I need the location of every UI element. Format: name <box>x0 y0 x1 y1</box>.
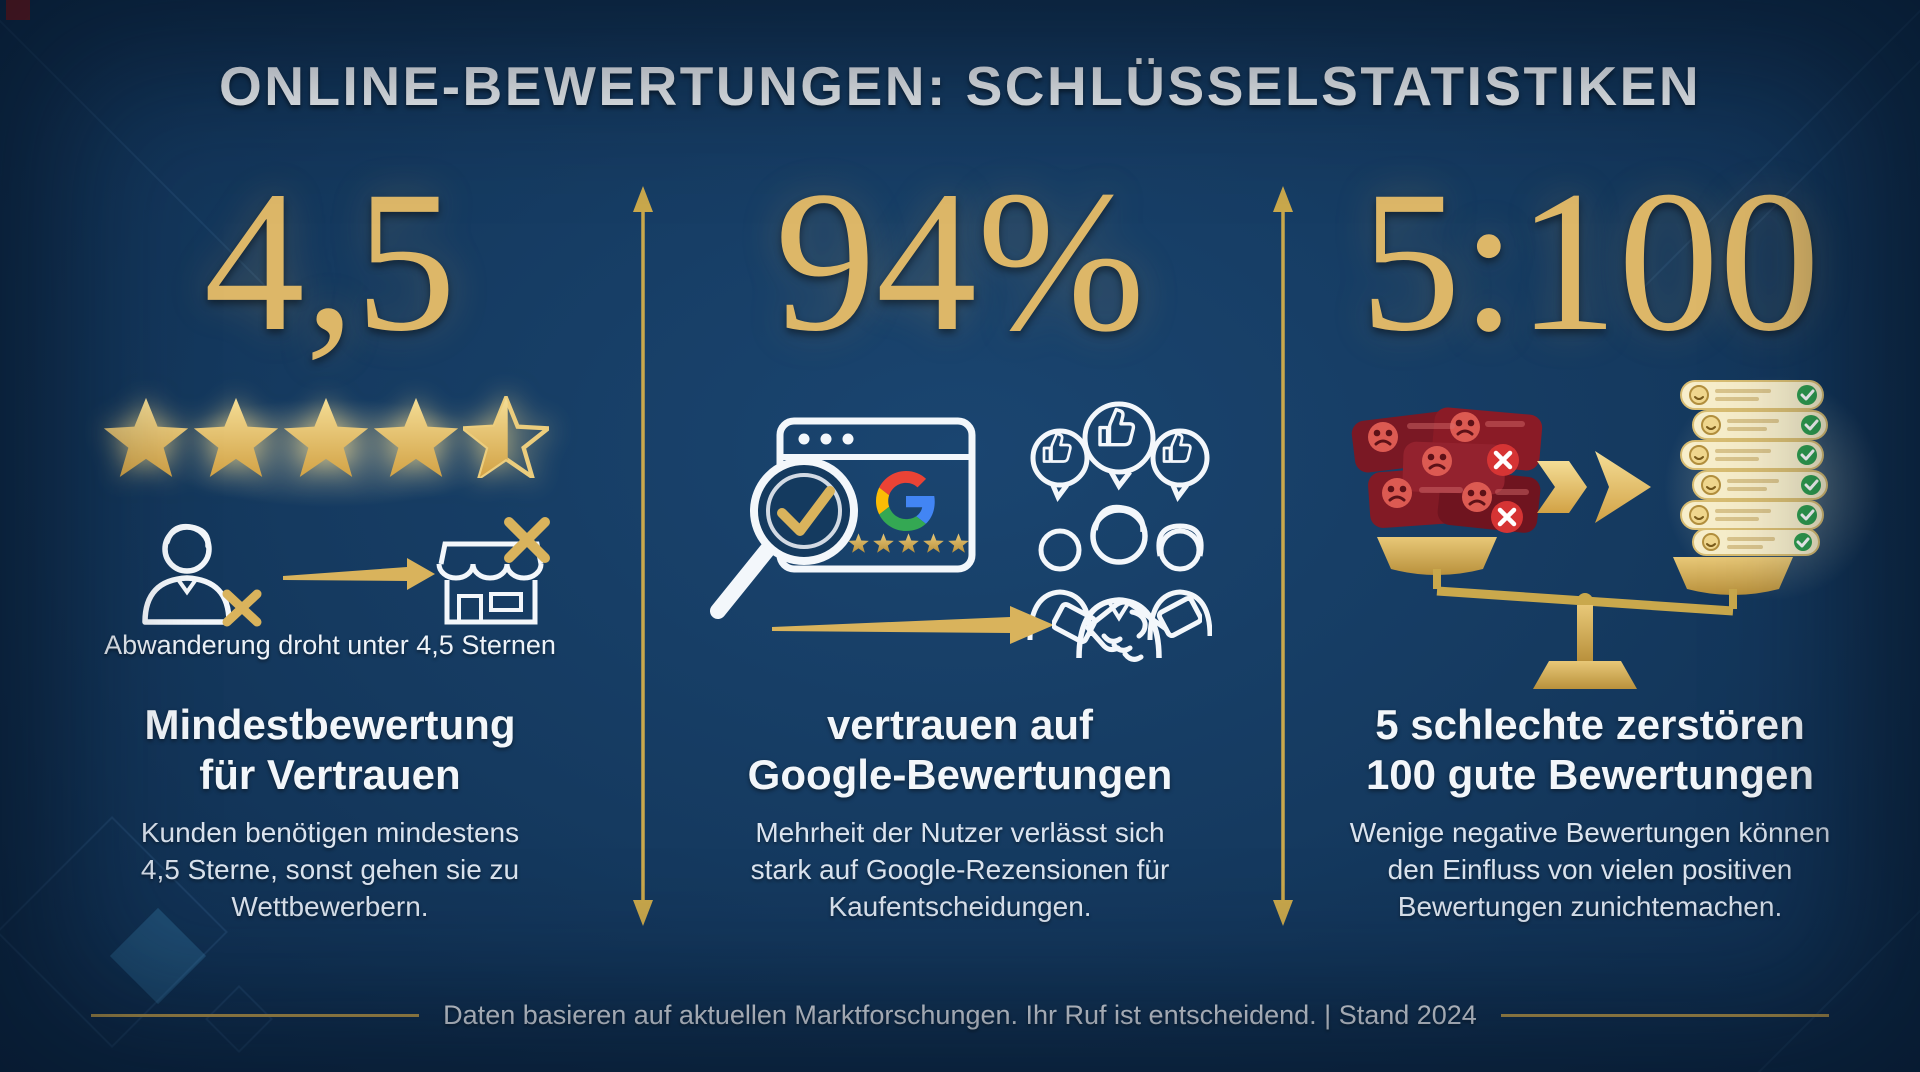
stat-value-rating: 4,5 <box>203 149 457 373</box>
review-balance-illustration <box>1351 380 1828 689</box>
corner-accent-red <box>6 0 30 20</box>
column1-body: Kunden benötigen mindestens 4,5 Sterne, … <box>140 817 520 922</box>
person-icon <box>142 523 232 625</box>
footer-rule-left <box>91 1014 420 1017</box>
column3-heading: 5 schlechte zerstören 100 gute Bewertung… <box>1365 701 1815 798</box>
footer: Daten basieren auf aktuellen Marktforsch… <box>0 1000 1920 1031</box>
check-badge-icon <box>1794 385 1821 551</box>
handshake-icon <box>1052 595 1202 662</box>
magnifier-check-icon <box>710 457 858 619</box>
star-icon <box>193 397 279 477</box>
separator-arrow-right <box>1273 186 1293 926</box>
separator-arrow-left <box>633 186 653 926</box>
thumb-bubble-icon <box>1150 428 1210 502</box>
column1-caption: Abwanderung droht unter 4,5 Sternen <box>104 630 556 660</box>
store-icon <box>436 517 550 625</box>
column-min-rating: 4,5 Mindestbewertung für Vertrauen Kunde… <box>30 0 630 1072</box>
column2-body: Mehrheit der Nutzer verlässt sich stark … <box>750 817 1170 922</box>
column3-body: Wenige negative Bewertungen können den E… <box>1349 817 1831 922</box>
customer-churn-illustration <box>142 517 550 627</box>
balance-scale-icon <box>1377 537 1793 689</box>
smiley-icon <box>1689 385 1721 551</box>
column-google-trust: 94% vertrauen auf Google-Bewertungen Meh… <box>660 0 1260 1072</box>
stat-value-ratio: 5:100 <box>1359 149 1821 373</box>
thumb-bubble-icon <box>1082 401 1156 491</box>
negative-review-bubbles-icon <box>1351 407 1543 533</box>
arrow-right-icon <box>772 606 1054 644</box>
column-bad-vs-good: 5:100 5 schlechte zerstören 100 gute Bew… <box>1285 0 1895 1072</box>
star-rating <box>103 396 549 478</box>
positive-review-bubbles-icon <box>1680 380 1828 556</box>
person-icon <box>1076 504 1162 659</box>
five-star-row-icon <box>848 533 969 553</box>
google-logo-icon <box>876 471 935 531</box>
x-mark-icon <box>504 517 550 563</box>
star-icon <box>283 397 369 477</box>
stat-value-percent: 94% <box>774 149 1146 373</box>
half-star-icon <box>463 396 549 478</box>
x-badge-icon <box>1487 444 1523 533</box>
google-search-illustration <box>710 417 976 619</box>
column1-heading: Mindestbewertung für Vertrauen <box>144 701 516 798</box>
page-title: ONLINE-BEWERTUNGEN: SCHLÜSSELSTATISTIKEN <box>218 55 1702 117</box>
footer-rule-right <box>1500 1014 1829 1017</box>
x-mark-icon <box>222 589 262 627</box>
star-icon <box>373 397 459 477</box>
footer-text: Daten basieren auf aktuellen Marktforsch… <box>443 1000 1477 1030</box>
arrow-right-icon <box>283 558 435 590</box>
star-icon <box>103 397 189 477</box>
thumb-bubble-icon <box>1030 428 1090 502</box>
breaking-arrow-icon <box>1537 451 1651 523</box>
column2-heading: vertrauen auf Google-Bewertungen <box>747 701 1173 798</box>
